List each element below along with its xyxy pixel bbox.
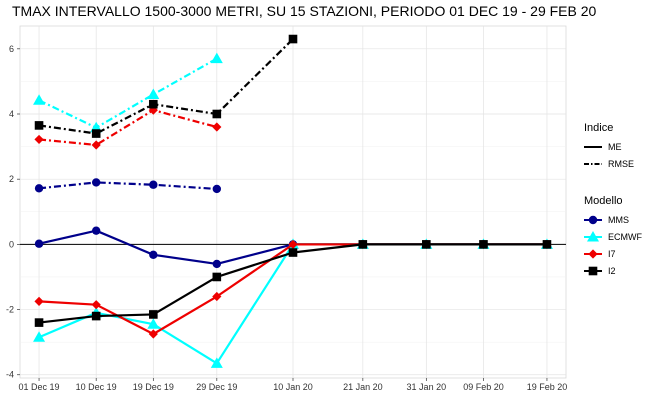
y-tick-label: 0 bbox=[9, 239, 14, 249]
data-point bbox=[212, 291, 222, 302]
legend-title-indice: Indice bbox=[584, 122, 613, 134]
data-point bbox=[542, 240, 552, 249]
legend-label-mms: MMS bbox=[608, 215, 629, 225]
x-tick-label: 31 Jan 20 bbox=[407, 382, 447, 392]
data-point bbox=[91, 300, 101, 310]
series-i2-me bbox=[34, 240, 552, 327]
data-point bbox=[91, 129, 101, 138]
legend-key-marker bbox=[588, 266, 598, 276]
legend-label-ecmwf: ECMWF bbox=[608, 232, 642, 242]
legend-title-modello: Modello bbox=[584, 195, 623, 207]
data-point bbox=[34, 121, 44, 130]
data-point bbox=[288, 248, 298, 257]
data-point bbox=[212, 184, 222, 194]
legend-label-i7: I7 bbox=[608, 249, 616, 259]
y-tick-label: 2 bbox=[9, 174, 14, 184]
data-point bbox=[210, 357, 223, 368]
data-point bbox=[148, 329, 158, 339]
y-tick-label: 6 bbox=[9, 44, 14, 54]
x-tick-label: 10 Jan 20 bbox=[273, 382, 313, 392]
data-point bbox=[212, 259, 222, 269]
data-point bbox=[479, 240, 488, 249]
data-point bbox=[212, 109, 222, 119]
x-tick-label: 29 Dec 19 bbox=[196, 382, 237, 392]
data-point bbox=[91, 311, 101, 321]
y-tick-label: -2 bbox=[6, 305, 14, 315]
data-point bbox=[149, 99, 158, 109]
chart-title: TMAX INTERVALLO 1500-3000 METRI, SU 15 S… bbox=[12, 3, 597, 19]
data-point bbox=[288, 34, 298, 44]
data-point bbox=[212, 272, 222, 282]
data-point bbox=[149, 180, 158, 189]
y-tick-label: 4 bbox=[9, 109, 14, 119]
data-point bbox=[149, 250, 158, 259]
data-point bbox=[147, 88, 160, 99]
x-tick-label: 09 Feb 20 bbox=[463, 382, 504, 392]
series-line bbox=[38, 181, 217, 191]
x-tick-label: 19 Dec 19 bbox=[133, 382, 174, 392]
series-i7-rmse bbox=[34, 105, 222, 150]
data-point bbox=[33, 331, 46, 342]
legend-label-rmse: RMSE bbox=[608, 159, 634, 169]
legend-key-marker bbox=[587, 231, 599, 242]
plot-panel: -4 -2 0 2 4 6 01 Dec 19 10 Dec 19 19 Dec 19 29 De… bbox=[6, 25, 568, 392]
data-point bbox=[212, 122, 222, 132]
data-point bbox=[358, 240, 368, 249]
data-point bbox=[288, 239, 298, 249]
y-tick-label: -4 bbox=[6, 370, 14, 380]
data-point bbox=[34, 296, 44, 307]
data-point bbox=[33, 94, 46, 105]
x-tick-label: 21 Jan 20 bbox=[343, 382, 383, 392]
x-tick-label: 10 Dec 19 bbox=[76, 382, 117, 392]
legend: Indice ME RMSE Modello MMS ECMWF I7 I2 bbox=[584, 122, 642, 276]
x-tick-label: 01 Dec 19 bbox=[19, 382, 60, 392]
data-point bbox=[34, 184, 44, 193]
legend-label-me: ME bbox=[608, 142, 622, 152]
series-line bbox=[38, 57, 218, 129]
series-line bbox=[38, 108, 218, 147]
data-point bbox=[34, 318, 44, 327]
data-point bbox=[210, 52, 223, 64]
series-i2-rmse bbox=[34, 34, 298, 138]
x-tick-label: 19 Feb 20 bbox=[527, 382, 568, 392]
data-point bbox=[34, 134, 44, 145]
legend-key-marker bbox=[588, 249, 598, 259]
legend-label-i2: I2 bbox=[608, 266, 616, 276]
data-point bbox=[91, 140, 101, 150]
data-point bbox=[149, 310, 158, 319]
data-point bbox=[91, 226, 101, 235]
series-mms-rmse bbox=[34, 178, 222, 194]
legend-key-marker bbox=[588, 215, 598, 225]
data-point bbox=[34, 239, 44, 248]
data-point bbox=[91, 178, 101, 187]
data-point bbox=[147, 318, 160, 329]
data-point bbox=[422, 240, 431, 249]
